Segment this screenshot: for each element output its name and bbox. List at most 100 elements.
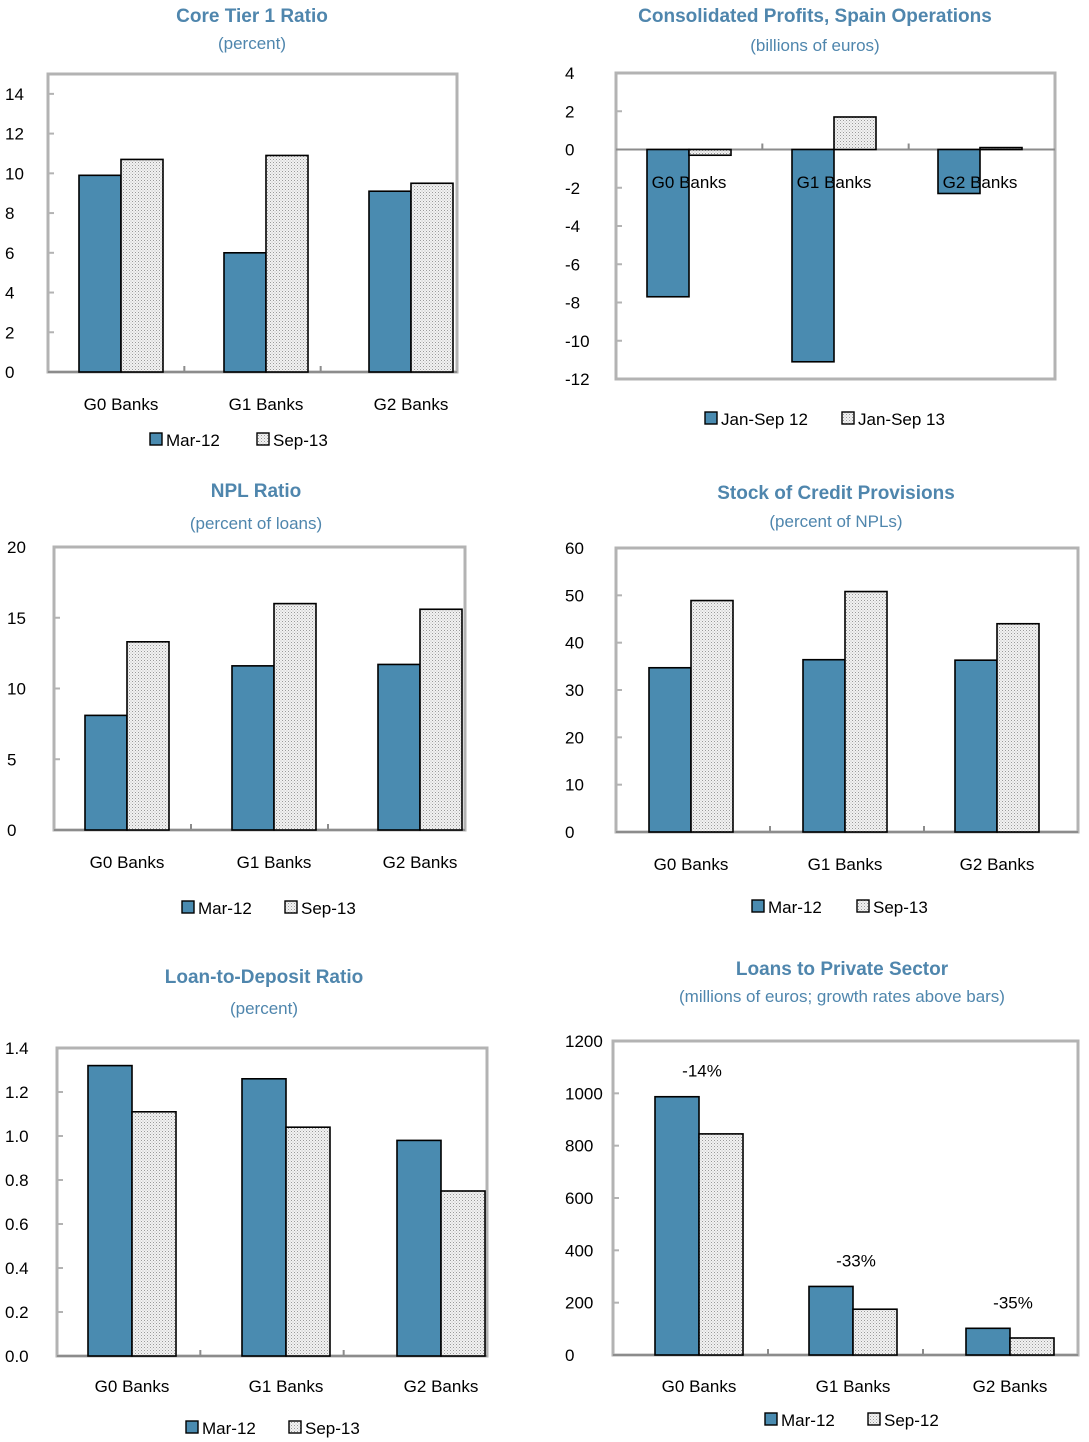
bar-sep-13-g2-banks <box>419 608 463 831</box>
y-tick-label: 400 <box>565 1241 593 1260</box>
bar-sep-13-g0-banks <box>131 1111 177 1357</box>
legend-label: Jan-Sep 13 <box>858 410 945 429</box>
bar-mar-12-g1-banks <box>808 1285 854 1356</box>
bar-mar-12-g0-banks <box>654 1095 700 1356</box>
y-tick-label: 15 <box>7 609 26 628</box>
y-tick-label: 10 <box>7 680 26 699</box>
y-tick-label: -12 <box>565 370 590 389</box>
bar-sep-12-g1-banks <box>852 1308 898 1356</box>
legend-swatch <box>704 411 718 425</box>
chart-title: Consolidated Profits, Spain Operations <box>638 6 992 27</box>
category-label: G0 Banks <box>90 853 165 872</box>
chart-svg: NPL Ratio (percent of loans) 0 5 10 15 20 G0 Ba… <box>7 481 467 918</box>
chart-title: Loans to Private Sector <box>736 959 949 980</box>
legend-label: Mar-12 <box>202 1419 256 1438</box>
chart-subtitle: (percent) <box>218 34 286 53</box>
y-tick-label: 0.8 <box>5 1171 29 1190</box>
chart-svg: Core Tier 1 Ratio (percent) 0 2 4 6 8 10 12 14 G0 … <box>5 6 459 450</box>
growth-rate-annotation: -33% <box>836 1251 876 1270</box>
category-label: G1 Banks <box>229 395 304 414</box>
chart-subtitle: (millions of euros; growth rates above b… <box>679 987 1005 1006</box>
chart-subtitle: (percent of NPLs) <box>769 512 902 531</box>
bar-mar-12-g1-banks <box>241 1078 287 1357</box>
y-tick-label: 2 <box>565 102 574 121</box>
y-tick-label: 0 <box>7 821 16 840</box>
y-tick-label: -6 <box>565 255 580 274</box>
bar-mar-12-g0-banks <box>648 666 692 833</box>
category-label: G2 Banks <box>404 1377 479 1396</box>
y-tick-label: 0 <box>5 363 14 382</box>
bar-sep-13-g0-banks <box>126 641 170 831</box>
legend-label: Sep-12 <box>884 1411 939 1430</box>
legend-label: Mar-12 <box>768 898 822 917</box>
y-tick-label: -8 <box>565 294 580 313</box>
bar-sep-13-g0-banks <box>690 599 734 833</box>
bar-mar-12-g0-banks <box>87 1064 133 1357</box>
chart-svg: Loans to Private Sector (millions of euro… <box>565 959 1080 1430</box>
y-tick-label: 0.4 <box>5 1259 29 1278</box>
bar-sep-13-g1-banks <box>285 1126 331 1357</box>
legend-label: Sep-13 <box>273 431 328 450</box>
category-label: G2 Banks <box>374 395 449 414</box>
bar-sep-12-g0-banks <box>698 1133 744 1356</box>
chart-svg: Consolidated Profits, Spain Operations (b… <box>565 6 1057 429</box>
category-label: G1 Banks <box>816 1377 891 1396</box>
y-tick-label: 14 <box>5 85 24 104</box>
chart-credit-provisions: Stock of Credit Provisions (percent of NP… <box>545 470 1089 945</box>
bar-mar-12-g2-banks <box>396 1139 442 1357</box>
bar-mar-12-g2-banks <box>954 659 998 833</box>
legend-swatch <box>867 1412 881 1426</box>
growth-rate-annotation: -14% <box>682 1062 722 1081</box>
bar-mar-12-g0-banks <box>84 714 128 831</box>
chart-consolidated-profits: Consolidated Profits, Spain Operations (b… <box>545 0 1089 470</box>
bar-sep-13-g2-banks <box>996 622 1040 833</box>
y-tick-label: 0.0 <box>5 1347 29 1366</box>
y-tick-label: 1.0 <box>5 1127 29 1146</box>
y-tick-label: -2 <box>565 179 580 198</box>
y-tick-label: 600 <box>565 1189 593 1208</box>
category-label: G1 Banks <box>249 1377 324 1396</box>
y-tick-label: 10 <box>5 164 24 183</box>
y-tick-label: 1.2 <box>5 1083 29 1102</box>
legend-label: Mar-12 <box>166 431 220 450</box>
chart-loans-private-sector: Loans to Private Sector (millions of euro… <box>545 945 1089 1442</box>
bar-jan-sep-13-g2-banks <box>979 146 1023 151</box>
y-tick-label: 0 <box>565 1346 574 1365</box>
legend-label: Mar-12 <box>198 899 252 918</box>
y-tick-label: 60 <box>565 539 584 558</box>
category-label: G1 Banks <box>808 855 883 874</box>
category-label: G1 Banks <box>237 853 312 872</box>
chart-subtitle: (percent of loans) <box>190 514 322 533</box>
category-label: G0 Banks <box>654 855 729 874</box>
y-tick-label: 12 <box>5 125 24 144</box>
y-tick-label: 8 <box>5 204 14 223</box>
y-tick-label: 1.4 <box>5 1039 29 1058</box>
y-tick-label: -10 <box>565 332 590 351</box>
bar-mar-12-g2-banks <box>965 1327 1011 1356</box>
bar-mar-12-g2-banks <box>368 190 412 373</box>
y-tick-label: 5 <box>7 750 16 769</box>
chart-subtitle: (percent) <box>230 999 298 1018</box>
y-tick-label: 0.6 <box>5 1215 29 1234</box>
chart-loan-to-deposit: Loan-to-Deposit Ratio (percent) 0.0 0.2 0.4 0… <box>0 945 545 1442</box>
category-label: G2 Banks <box>973 1377 1048 1396</box>
bar-jan-sep-12-g0-banks <box>646 148 690 298</box>
legend-label: Mar-12 <box>781 1411 835 1430</box>
bar-mar-12-g2-banks <box>377 663 421 831</box>
chart-title: Loan-to-Deposit Ratio <box>165 967 363 988</box>
legend-label: Sep-13 <box>301 899 356 918</box>
chart-subtitle: (billions of euros) <box>750 36 879 55</box>
legend-swatch <box>764 1412 778 1426</box>
category-label: G0 Banks <box>662 1377 737 1396</box>
legend-label: Jan-Sep 12 <box>721 410 808 429</box>
y-tick-label: 20 <box>7 538 26 557</box>
y-tick-label: 4 <box>565 64 574 83</box>
bar-sep-13-g1-banks <box>844 590 888 833</box>
bar-sep-13-g1-banks <box>265 154 309 373</box>
legend-swatch <box>856 899 870 913</box>
chart-npl-ratio: NPL Ratio (percent of loans) 0 5 10 15 20 G0 Ba… <box>0 470 545 945</box>
legend-swatch <box>149 432 163 446</box>
y-tick-label: 0 <box>565 141 574 160</box>
category-label: G0 Banks <box>95 1377 170 1396</box>
bar-mar-12-g1-banks <box>223 252 267 373</box>
